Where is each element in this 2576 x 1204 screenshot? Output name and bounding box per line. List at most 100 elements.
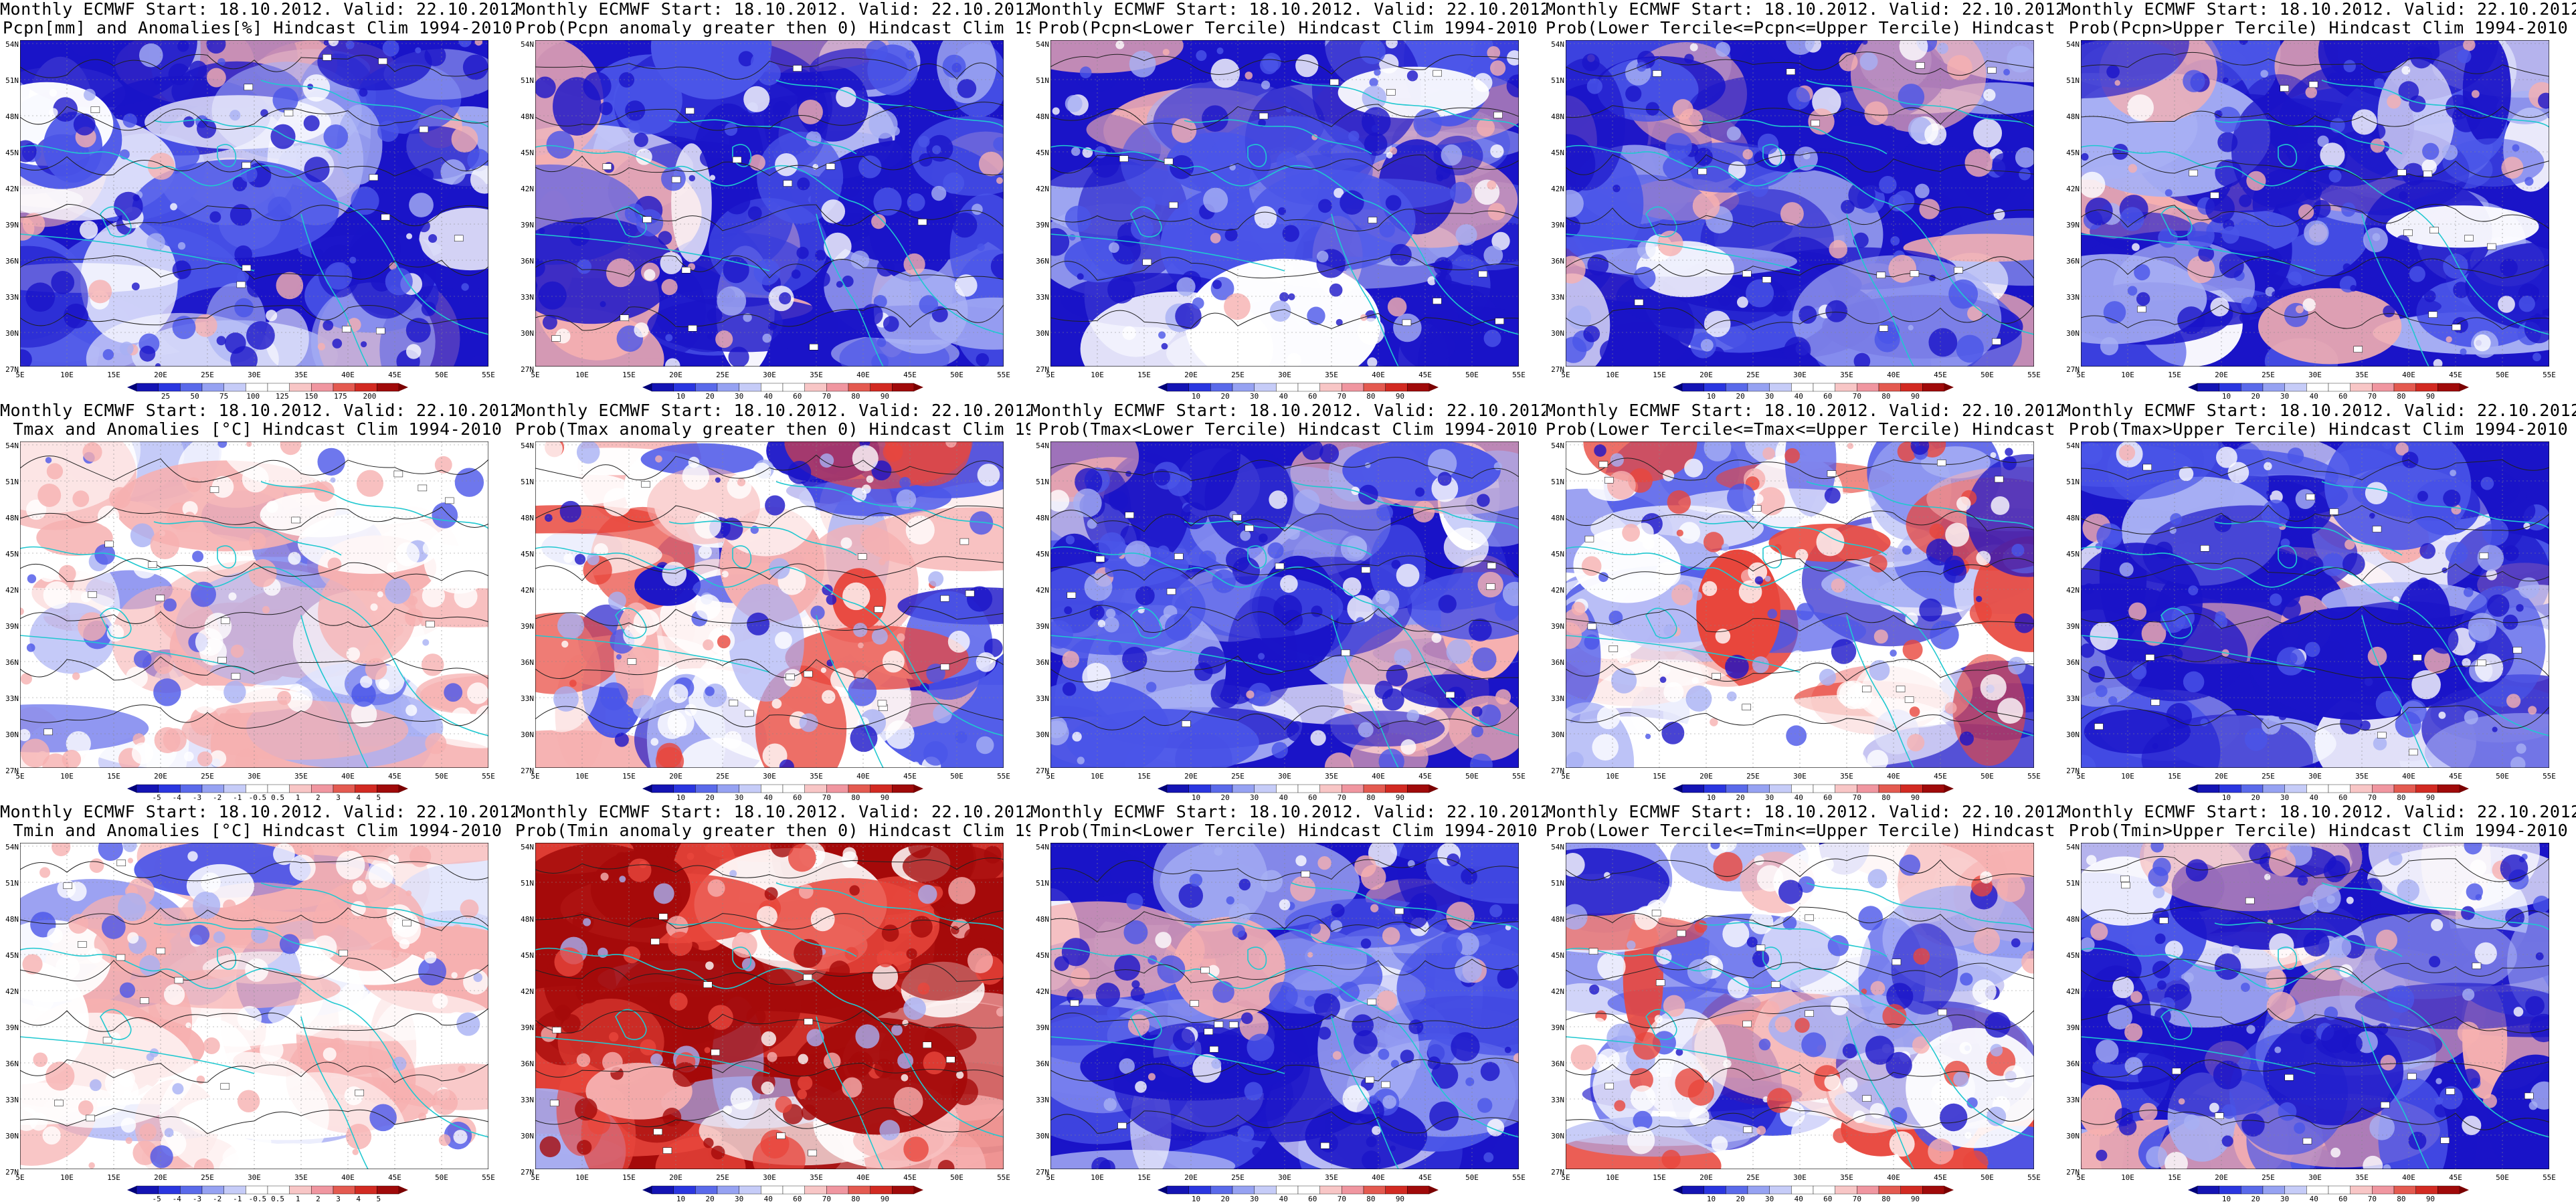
colorbar-tick-label: 70: [1852, 392, 1861, 401]
field-speckle: [1433, 257, 1453, 276]
field-speckle: [1972, 979, 1997, 1004]
field-speckle: [1899, 40, 1928, 61]
longitude-label: 35E: [810, 1173, 823, 1182]
field-speckle: [304, 157, 330, 183]
field-speckle: [150, 530, 180, 559]
field-speckle: [2446, 336, 2452, 343]
field-speckle: [1583, 325, 1600, 342]
field-speckle: [798, 1075, 813, 1091]
contour-line: [1566, 1058, 2034, 1084]
field-speckle: [1645, 102, 1659, 116]
field-speckle: [2297, 875, 2308, 886]
field-patch: [20, 704, 149, 752]
field-speckle: [2524, 177, 2534, 186]
contour-value-box: [209, 486, 219, 493]
colorbar-tick-label: 60: [2338, 793, 2348, 802]
field-speckle: [2187, 221, 2215, 249]
field-speckle: [1786, 725, 1807, 746]
panel-title-line2: Prob(Tmax anomaly greater then 0) Hindca…: [515, 420, 1030, 439]
field-speckle: [1973, 118, 2003, 148]
longitude-label: 10E: [575, 371, 589, 379]
field-speckle: [2152, 886, 2165, 898]
field-speckle: [1471, 725, 1483, 738]
field-speckle: [2533, 896, 2549, 913]
field-speckle: [2015, 147, 2034, 168]
field-speckle: [2119, 562, 2134, 577]
field-speckle: [1928, 328, 1958, 357]
colorbar-swatch: [1342, 383, 1364, 392]
longitude-label: 40E: [856, 371, 870, 379]
colorbar-tick-label: 80: [1366, 793, 1376, 802]
field-speckle: [650, 1053, 663, 1066]
field-speckle: [1238, 878, 1251, 891]
longitude-label: 10E: [1091, 371, 1104, 379]
field-speckle: [2127, 94, 2154, 121]
field-speckle: [172, 316, 196, 340]
field-speckle: [824, 232, 852, 261]
panel-title-line2: Prob(Lower Tercile<=Pcpn<=Upper Tercile)…: [1546, 19, 2061, 37]
field-speckle: [336, 850, 365, 880]
field-speckle: [919, 295, 939, 314]
field-speckle: [2088, 666, 2105, 683]
field-speckle: [470, 165, 488, 194]
field-speckle: [94, 544, 116, 565]
colorbar-left-arrow: [1673, 383, 1682, 391]
contour-value-box: [1915, 62, 1925, 69]
contour-line: [535, 910, 1004, 930]
field-speckle: [2383, 1164, 2391, 1169]
panel-title-line2: Tmax and Anomalies [°C] Hindcast Clim 19…: [13, 420, 502, 439]
colorbar-swatch: [246, 1185, 268, 1195]
colorbar-swatch: [223, 1185, 246, 1195]
longitude-label: 15E: [2168, 772, 2181, 781]
colorbar-right-arrow: [1944, 785, 1954, 793]
field-speckle: [1661, 1150, 1681, 1169]
field-speckle: [1463, 324, 1475, 336]
contour-value-box: [2440, 1137, 2450, 1144]
longitude-label: 35E: [294, 1173, 308, 1182]
field-patch: [680, 737, 761, 768]
field-speckle: [703, 1138, 714, 1148]
colorbar-tick-label: 40: [763, 1195, 773, 1203]
longitude-label: 30E: [2308, 1173, 2322, 1182]
colorbar: 10 20 30 40 60 70 80 90: [2188, 784, 2469, 802]
field-speckle: [933, 704, 952, 724]
longitude-label: 5E: [15, 371, 25, 379]
colorbar-tick-label: 40: [1794, 392, 1803, 401]
colorbar-swatch: [782, 784, 805, 793]
field-speckle: [2177, 306, 2205, 334]
colorbar-swatch: [2415, 784, 2438, 793]
contour-value-box: [1169, 201, 1178, 209]
contour-value-box: [2423, 171, 2433, 177]
field-speckle: [1164, 613, 1192, 641]
field-speckle: [2081, 755, 2096, 768]
latitude-label: 27N: [5, 767, 19, 775]
field-speckle: [2538, 92, 2549, 109]
field-speckle: [2096, 1039, 2119, 1063]
colorbar-swatch: [246, 784, 268, 793]
latitude-label: 39N: [2066, 622, 2080, 631]
colorbar-swatch: [2415, 1185, 2438, 1195]
longitude-label: 5E: [2076, 371, 2086, 379]
field-speckle: [881, 924, 899, 942]
field-speckle: [1180, 684, 1199, 702]
longitude-label: 45E: [903, 1173, 917, 1182]
field-speckle: [2516, 604, 2524, 612]
contour-value-box: [2413, 654, 2422, 661]
field-speckle: [110, 1077, 139, 1106]
field-speckle: [266, 310, 278, 322]
field-speckle: [1097, 619, 1105, 627]
latitude-label: 54N: [1551, 843, 1564, 851]
colorbar-swatch: [2372, 784, 2395, 793]
panel-title-line2: Prob(Tmax>Upper Tercile) Hindcast Clim 1…: [2068, 420, 2569, 439]
field-speckle: [2179, 466, 2194, 482]
field-speckle: [1931, 1080, 1957, 1107]
colorbar-swatch: [739, 383, 761, 392]
colorbar-swatch: [826, 784, 849, 793]
field-patch: [1566, 847, 1669, 916]
field-speckle: [2369, 1114, 2395, 1140]
latitude-label: 36N: [2066, 257, 2080, 266]
field-speckle: [26, 643, 35, 652]
field-speckle: [119, 982, 136, 998]
contour-value-box: [711, 1049, 720, 1056]
latitude-label: 51N: [1036, 478, 1049, 486]
